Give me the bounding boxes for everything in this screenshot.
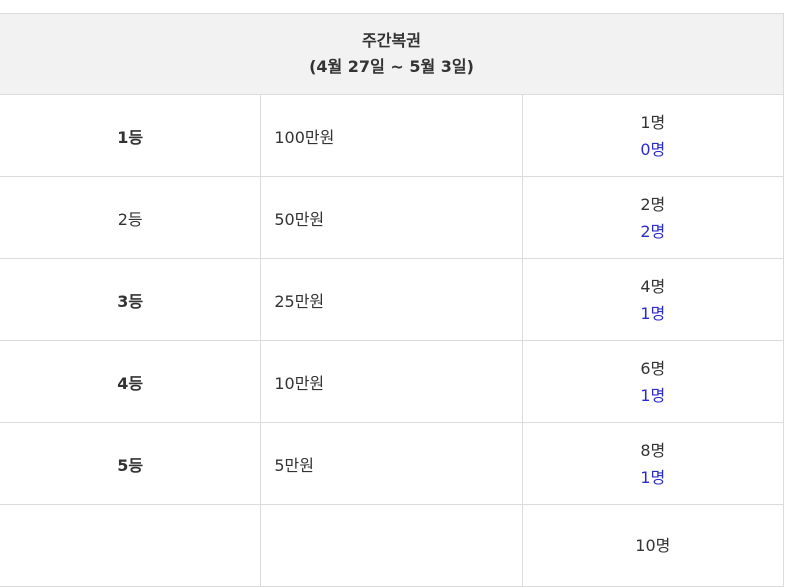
winner-count: 1명 (640, 385, 666, 405)
total-count: 1명 (640, 112, 666, 132)
header-title: 주간복권 (362, 31, 421, 50)
count-cell: 10명 (521, 504, 785, 587)
winner-count: 1명 (640, 303, 666, 323)
prize-cell: 10만원 (260, 340, 523, 423)
total-count: 10명 (635, 536, 671, 555)
table-row: 5등 5만원 8명 1명 (0, 422, 785, 505)
count-cell: 4명 1명 (521, 258, 785, 341)
total-count: 8명 (640, 440, 666, 460)
rank-cell: 1등 (0, 94, 262, 177)
prize-table: 주간복권 (4월 27일 ~ 5월 3일) 1등 100만원 1명 0명 2등 50… (0, 13, 785, 587)
count-cell: 1명 0명 (521, 94, 785, 177)
total-count: 6명 (640, 358, 666, 378)
winner-count: 2명 (640, 221, 666, 241)
prize-cell: 100만원 (260, 94, 523, 177)
count-cell: 8명 1명 (521, 422, 785, 505)
count-cell: 2명 2명 (521, 176, 785, 259)
winner-count: 1명 (640, 467, 666, 487)
rank-cell: 3등 (0, 258, 262, 341)
prize-cell: 25만원 (260, 258, 523, 341)
winner-count: 0명 (640, 139, 666, 159)
total-count: 2명 (640, 194, 666, 214)
table-header: 주간복권 (4월 27일 ~ 5월 3일) (0, 13, 784, 95)
rank-cell: 4등 (0, 340, 262, 423)
rank-cell: 2등 (0, 176, 262, 259)
count-cell: 6명 1명 (521, 340, 785, 423)
table-row: 1등 100만원 1명 0명 (0, 94, 785, 177)
rank-cell: 5등 (0, 422, 262, 505)
table-row: 3등 25만원 4명 1명 (0, 258, 785, 341)
rank-cell (0, 504, 262, 587)
header-period: (4월 27일 ~ 5월 3일) (309, 57, 474, 76)
table-row: 4등 10만원 6명 1명 (0, 340, 785, 423)
prize-cell: 50만원 (260, 176, 523, 259)
table-row: 10명 (0, 504, 785, 587)
prize-cell (260, 504, 523, 587)
prize-cell: 5만원 (260, 422, 523, 505)
total-count: 4명 (640, 276, 666, 296)
table-row: 2등 50만원 2명 2명 (0, 176, 785, 259)
